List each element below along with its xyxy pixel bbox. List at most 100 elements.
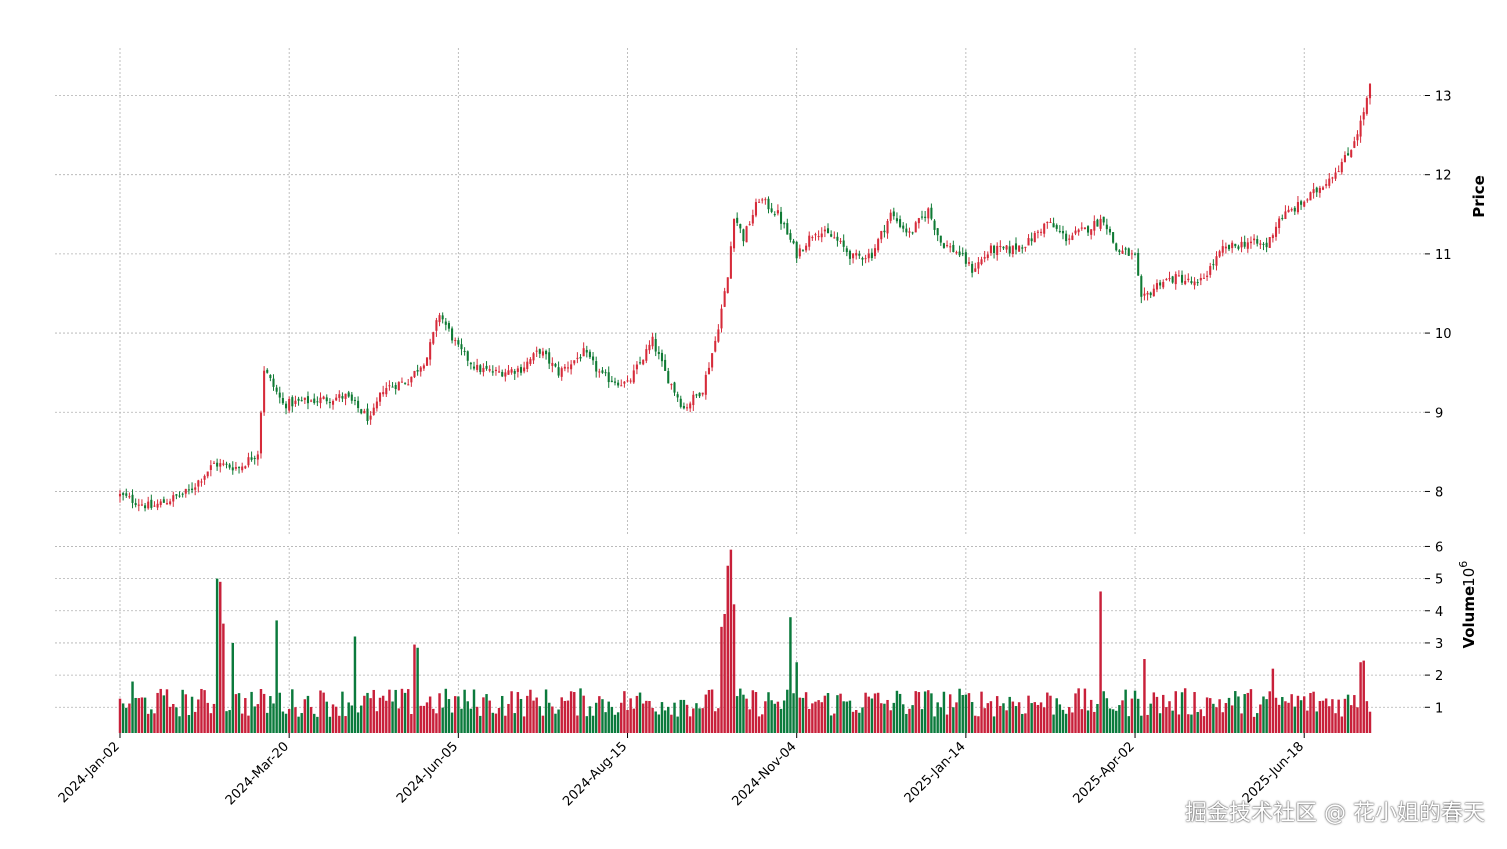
candle-body: [1309, 192, 1312, 201]
volume-bar: [908, 708, 911, 733]
volume-bar: [1055, 698, 1058, 733]
candle-body: [811, 237, 814, 239]
candle-body: [899, 219, 902, 227]
volume-bar: [898, 693, 902, 733]
candle-body: [1321, 187, 1325, 190]
volume-bar: [1255, 713, 1259, 733]
volume-bar: [153, 713, 156, 733]
candle-body: [501, 371, 504, 377]
volume-bar: [156, 692, 159, 733]
candle-body: [1061, 231, 1065, 234]
candle-body: [707, 367, 711, 375]
candle-body: [964, 252, 967, 264]
volume-bar: [1011, 701, 1015, 733]
volume-bar: [1152, 692, 1156, 733]
candle-body: [1262, 243, 1265, 245]
volume-bar: [598, 696, 601, 733]
candle-body: [485, 365, 488, 369]
volume-bar: [1080, 709, 1084, 733]
candle-body: [833, 237, 836, 239]
candle-body: [1137, 253, 1140, 276]
candle-body: [955, 252, 958, 254]
volume-bar: [187, 715, 191, 733]
volume-tick-label: 3: [1435, 637, 1443, 652]
volume-bar: [131, 681, 134, 733]
candle-body: [263, 370, 266, 413]
candle-body: [209, 465, 212, 470]
volume-bar: [858, 712, 861, 733]
candle-body: [476, 364, 479, 370]
candle-body: [328, 402, 331, 404]
candle-body: [206, 471, 209, 477]
volume-scale-label: 106: [1457, 561, 1478, 587]
candle-body: [288, 399, 291, 411]
volume-bar: [532, 700, 535, 733]
candle-body: [1300, 201, 1303, 205]
volume-bar: [638, 692, 642, 733]
x-tick-label: 2024-Jun-05: [394, 739, 461, 806]
candle-body: [620, 385, 623, 387]
candle-body: [131, 494, 134, 503]
x-tick-label: 2025-Jan-14: [902, 739, 969, 806]
candle-body: [382, 392, 385, 395]
volume-bar: [259, 688, 263, 733]
volume-bar: [1331, 699, 1334, 733]
candle-body: [880, 231, 883, 240]
volume-bar: [735, 696, 739, 733]
candle-body: [269, 375, 272, 379]
candle-body: [714, 340, 717, 352]
volume-bar: [353, 636, 357, 733]
volume-bar: [441, 707, 444, 733]
candle-body: [842, 240, 845, 247]
volume-bar: [604, 712, 607, 733]
candle-body: [491, 371, 494, 373]
candle-body: [648, 344, 651, 351]
candle-body: [1112, 232, 1115, 243]
candle-body: [1356, 134, 1359, 141]
candle-body: [1215, 256, 1218, 266]
candle-body: [839, 240, 842, 242]
candle-body: [873, 248, 877, 257]
volume-bar: [488, 700, 491, 733]
candle-body: [1218, 251, 1221, 257]
candle-body: [1133, 253, 1137, 255]
volume-bar: [663, 710, 667, 733]
candle-body: [1152, 288, 1155, 297]
candle-body: [360, 409, 363, 414]
volume-bar: [284, 713, 288, 733]
volume-bar: [1021, 713, 1024, 733]
candle-body: [745, 226, 748, 243]
candle-body: [836, 236, 839, 241]
volume-bar: [178, 716, 181, 733]
candle-body: [285, 403, 288, 409]
candle-body: [1256, 239, 1259, 244]
candle-body: [407, 384, 410, 386]
candle-body: [1237, 246, 1240, 249]
volume-bar: [876, 692, 880, 733]
candle-body: [1068, 238, 1071, 240]
candle-body: [325, 397, 328, 402]
volume-bar: [1312, 691, 1315, 733]
candle-body: [1206, 275, 1209, 277]
candle-body: [657, 351, 660, 355]
candle-body: [1040, 231, 1043, 233]
candle-body: [388, 385, 391, 387]
volume-bar: [1196, 711, 1199, 733]
candle-body: [137, 504, 140, 506]
volume-bar: [880, 703, 883, 733]
candle-body: [826, 228, 830, 234]
candle-body: [172, 495, 175, 502]
candle-body: [184, 488, 187, 494]
candle-body: [1331, 177, 1334, 179]
volume-bar: [1052, 714, 1055, 733]
candle-body: [632, 370, 635, 383]
candle-body: [679, 398, 682, 407]
candle-body: [1199, 277, 1202, 281]
volume-bar: [1115, 710, 1118, 733]
candle-body: [660, 352, 664, 362]
volume-bar: [889, 710, 892, 733]
candle-body: [767, 198, 770, 210]
volume-bar: [673, 702, 676, 733]
volume-scale-exponent: 6: [1457, 561, 1470, 568]
volume-bar: [256, 704, 260, 733]
